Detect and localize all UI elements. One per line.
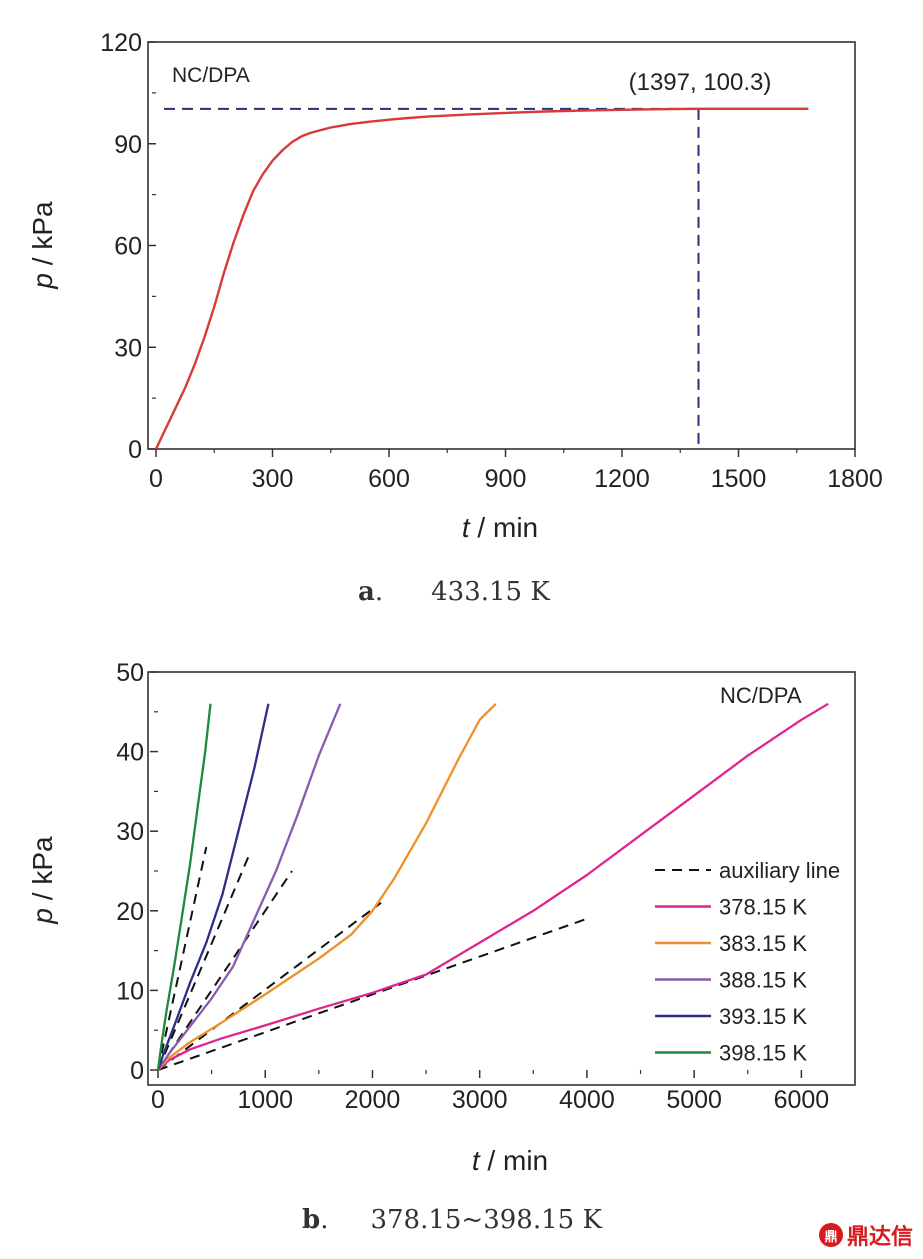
- chart-b-xtick-label: 3000: [452, 1086, 508, 1114]
- chart-b-frame: [147, 671, 856, 1086]
- chart-a-ytick-label: 0: [128, 436, 142, 464]
- chart-a-annotation: (1397, 100.3): [629, 69, 772, 96]
- watermark-logo-icon: 鼎: [818, 1223, 843, 1247]
- chart-b-xlabel: t / min: [472, 1145, 548, 1176]
- chart-b-legend-label: 383.15 K: [719, 931, 807, 956]
- chart-b-ytick-label: 50: [116, 659, 144, 687]
- chart-b-xlabel-var: t: [472, 1145, 481, 1176]
- chart-b-legend-label: 398.15 K: [719, 1041, 807, 1066]
- chart-a-xlabel-unit: / min: [470, 512, 538, 543]
- chart-a-ytick-label: 30: [114, 334, 142, 362]
- chart-b-series-line: [157, 703, 342, 1071]
- chart-a-ylabel-var: p: [27, 273, 58, 290]
- chart-b-auxiliary-line: [157, 901, 382, 1071]
- chart-a-ylabel: p / kPa: [27, 201, 58, 290]
- chart-a-xlabel-var: t: [462, 512, 471, 543]
- chart-b-xlabel-unit: / min: [480, 1145, 548, 1176]
- chart-b-series-line: [157, 702, 829, 1071]
- chart-b-series-label: NC/DPA: [720, 683, 802, 708]
- chart-b-ytick-label: 0: [130, 1057, 144, 1085]
- chart-b-ytick-label: 10: [116, 977, 144, 1005]
- chart-b-ylabel-var: p: [27, 908, 58, 925]
- chart-b-xtick-label: 6000: [774, 1086, 830, 1114]
- chart-a-xtick-label: 300: [252, 465, 294, 493]
- chart-b-caption-text: 378.15~398.15 K: [370, 1205, 602, 1235]
- chart-b-panel-label: b: [302, 1205, 320, 1235]
- chart-b-xtick-label: 0: [151, 1086, 165, 1114]
- chart-a-panel-dot: .: [375, 577, 383, 607]
- watermark-text: 鼎达信: [846, 1225, 913, 1250]
- chart-b-ylabel-unit: / kPa: [27, 836, 58, 908]
- chart-a-xtick-label: 600: [368, 465, 410, 493]
- chart-b-legend-label: 378.15 K: [719, 895, 807, 920]
- chart-b-series-line: [156, 703, 270, 1071]
- chart-a-xtick-label: 1500: [711, 465, 767, 493]
- chart-b-xtick-label: 5000: [666, 1086, 722, 1114]
- chart-b: 0 1000 2000 3000 4000 5000 6000 0 10 20 30 40 50 NC/…: [27, 659, 856, 1235]
- chart-b-legend-label: auxiliary line: [719, 858, 840, 883]
- chart-b-series-line: [156, 703, 212, 1071]
- chart-a-ytick-label: 90: [114, 131, 142, 159]
- chart-b-xtick-label: 4000: [559, 1086, 615, 1114]
- chart-b-series-line: [157, 702, 497, 1071]
- chart-b-legend: auxiliary line 378.15 K 383.15 K 388.15 K 39…: [655, 858, 840, 1066]
- chart-a-xtick-label: 1200: [594, 465, 650, 493]
- chart-b-auxiliary-line: [157, 846, 208, 1071]
- watermark: 鼎 鼎达信: [818, 1219, 913, 1251]
- chart-a-series-line: [154, 107, 809, 450]
- chart-b-ytick-label: 20: [116, 898, 144, 926]
- chart-b-auxiliary-line: [157, 870, 293, 1071]
- chart-a-ytick-label: 60: [114, 233, 142, 261]
- chart-b-auxiliary-line: [157, 854, 251, 1071]
- chart-a-caption: a. 433.15 K: [358, 577, 550, 607]
- chart-b-xtick-label: 2000: [345, 1086, 401, 1114]
- chart-a-panel-label: a: [358, 577, 375, 607]
- chart-a-xtick-label: 900: [485, 465, 527, 493]
- chart-b-ytick-label: 30: [116, 818, 144, 846]
- chart-a-xtick-label: 0: [149, 465, 163, 493]
- chart-a-ytick-label: 120: [100, 29, 142, 57]
- chart-b-ylabel: p / kPa: [27, 836, 58, 925]
- chart-b-auxiliary-line: [157, 917, 588, 1071]
- chart-b-xtick-label: 1000: [237, 1086, 293, 1114]
- chart-a-frame: [147, 41, 856, 450]
- chart-b-caption: b. 378.15~398.15 K: [302, 1205, 602, 1235]
- chart-a-caption-text: 433.15 K: [431, 577, 550, 607]
- chart-a-series-label: NC/DPA: [172, 64, 250, 87]
- chart-a-xtick-label: 1800: [827, 465, 883, 493]
- chart-a-xlabel: t / min: [462, 512, 538, 543]
- chart-b-panel-dot: .: [320, 1205, 328, 1235]
- chart-a-ylabel-unit: / kPa: [27, 201, 58, 273]
- chart-b-legend-label: 388.15 K: [719, 968, 807, 993]
- chart-b-ytick-label: 40: [116, 739, 144, 767]
- chart-b-legend-label: 393.15 K: [719, 1004, 807, 1029]
